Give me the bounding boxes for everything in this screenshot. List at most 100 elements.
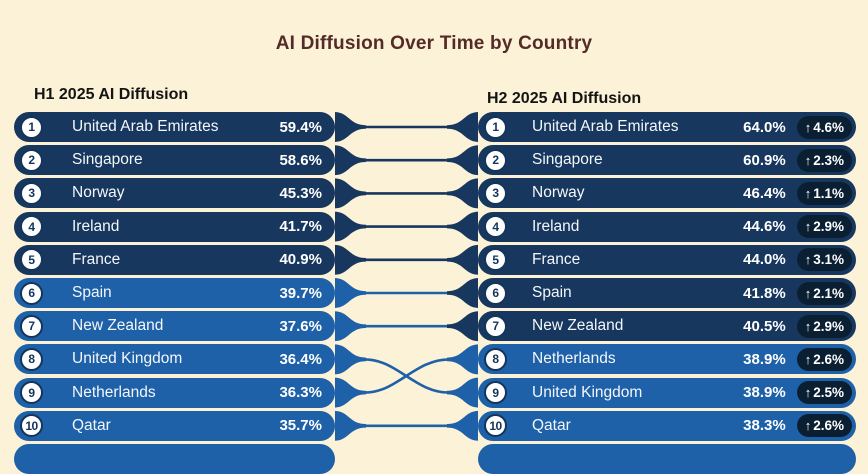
change-badge: ↑ 2.1% bbox=[796, 281, 852, 305]
change-label: 4.6% bbox=[813, 119, 844, 135]
connector-line bbox=[447, 311, 478, 342]
h2-rank-row: 1 United Arab Emirates 64.0% ↑ 4.6% bbox=[478, 112, 856, 142]
h2-rank-row: 6 Spain 41.8% ↑ 2.1% bbox=[478, 278, 856, 308]
value-label: 37.6% bbox=[279, 317, 322, 335]
change-badge: ↑ 1.1% bbox=[796, 181, 852, 205]
value-label: 36.4% bbox=[279, 350, 322, 368]
value-label: 60.9% bbox=[743, 151, 786, 169]
rank-badge: 6 bbox=[484, 281, 507, 305]
country-label: Netherlands bbox=[532, 350, 616, 368]
connector-line bbox=[447, 112, 478, 142]
clipped-row bbox=[14, 444, 335, 474]
rank-badge: 4 bbox=[20, 215, 43, 239]
country-label: Norway bbox=[72, 184, 125, 202]
change-badge: ↑ 2.6% bbox=[796, 414, 852, 438]
change-label: 2.3% bbox=[813, 152, 844, 168]
connector-line bbox=[335, 178, 366, 209]
rank-badge: 8 bbox=[20, 347, 43, 371]
country-label: Netherlands bbox=[72, 383, 156, 401]
country-label: United Arab Emirates bbox=[72, 118, 219, 135]
h1-rank-row: 8 United Kingdom 36.4% bbox=[14, 344, 335, 375]
value-label: 35.7% bbox=[279, 417, 322, 435]
connector-line bbox=[335, 211, 366, 242]
connector-line bbox=[335, 377, 366, 408]
country-label: New Zealand bbox=[72, 317, 164, 335]
country-label: France bbox=[72, 250, 121, 268]
rank-badge: 8 bbox=[484, 347, 507, 371]
rank-badge: 3 bbox=[20, 181, 43, 205]
value-label: 38.9% bbox=[743, 384, 786, 402]
value-label: 59.4% bbox=[279, 118, 322, 136]
clipped-row bbox=[478, 444, 856, 474]
connector-line bbox=[447, 145, 478, 176]
h2-rank-row: 9 United Kingdom 38.9% ↑ 2.5% bbox=[478, 377, 856, 408]
country-label: Ireland bbox=[532, 217, 580, 235]
rank-badge: 1 bbox=[484, 115, 507, 139]
h2-rank-row: 5 France 44.0% ↑ 3.1% bbox=[478, 244, 856, 275]
country-label: Qatar bbox=[72, 416, 111, 434]
value-label: 38.9% bbox=[743, 350, 786, 368]
connector-line bbox=[335, 278, 366, 308]
rank-badge: 5 bbox=[484, 248, 507, 272]
h1-rank-row: 9 Netherlands 36.3% bbox=[14, 377, 335, 408]
change-label: 1.1% bbox=[813, 185, 844, 201]
h2-rank-row: 2 Singapore 60.9% ↑ 2.3% bbox=[478, 145, 856, 176]
h2-rank-row: 8 Netherlands 38.9% ↑ 2.6% bbox=[478, 344, 856, 375]
change-label: 2.9% bbox=[813, 219, 844, 235]
connector-line bbox=[447, 278, 478, 308]
change-label: 2.5% bbox=[813, 385, 844, 401]
country-label: Singapore bbox=[72, 151, 143, 169]
up-arrow-icon: ↑ bbox=[804, 285, 812, 301]
connector-line bbox=[447, 410, 478, 441]
h1-rank-row: 5 France 40.9% bbox=[14, 244, 335, 275]
rank-badge: 4 bbox=[484, 215, 507, 239]
value-label: 44.0% bbox=[743, 251, 786, 269]
connector-line bbox=[335, 112, 366, 142]
value-label: 40.9% bbox=[279, 251, 322, 269]
up-arrow-icon: ↑ bbox=[804, 385, 812, 401]
rank-badge: 7 bbox=[484, 314, 507, 338]
change-badge: ↑ 2.9% bbox=[796, 314, 852, 338]
rank-badge: 9 bbox=[20, 381, 43, 405]
change-badge: ↑ 3.1% bbox=[796, 248, 852, 272]
change-badge: ↑ 2.3% bbox=[796, 148, 852, 172]
country-label: United Kingdom bbox=[532, 383, 643, 401]
up-arrow-icon: ↑ bbox=[804, 119, 812, 135]
connector-line bbox=[447, 211, 478, 242]
connector-line bbox=[447, 344, 478, 375]
h2-rank-row: 7 New Zealand 40.5% ↑ 2.9% bbox=[478, 311, 856, 342]
connector-line bbox=[364, 358, 450, 394]
change-label: 2.9% bbox=[813, 318, 844, 334]
change-badge: ↑ 2.9% bbox=[796, 215, 852, 239]
country-label: United Arab Emirates bbox=[532, 118, 679, 135]
value-label: 58.6% bbox=[279, 151, 322, 169]
value-label: 41.7% bbox=[279, 218, 322, 236]
connector-line bbox=[335, 311, 366, 342]
change-label: 3.1% bbox=[813, 252, 844, 268]
country-label: Spain bbox=[72, 284, 112, 301]
rank-badge: 9 bbox=[484, 381, 507, 405]
country-label: France bbox=[532, 250, 581, 268]
value-label: 39.7% bbox=[279, 284, 322, 302]
h1-rank-row: 4 Ireland 41.7% bbox=[14, 211, 335, 242]
change-badge: ↑ 4.6% bbox=[796, 115, 852, 139]
rank-badge: 1 bbox=[20, 115, 43, 139]
connector-line bbox=[447, 377, 478, 408]
h1-rank-row: 2 Singapore 58.6% bbox=[14, 145, 335, 176]
connector-line bbox=[335, 410, 366, 441]
h1-rank-row: 6 Spain 39.7% bbox=[14, 278, 335, 308]
value-label: 41.8% bbox=[743, 284, 786, 302]
page-title: AI Diffusion Over Time by Country bbox=[275, 33, 593, 54]
connector-line bbox=[447, 244, 478, 275]
h1-rank-row: 7 New Zealand 37.6% bbox=[14, 311, 335, 342]
h1-rank-row: 3 Norway 45.3% bbox=[14, 178, 335, 209]
country-label: Singapore bbox=[532, 151, 603, 169]
change-label: 2.6% bbox=[813, 418, 844, 434]
rank-connectors bbox=[335, 112, 478, 441]
rank-badge: 2 bbox=[20, 148, 43, 172]
value-label: 64.0% bbox=[743, 118, 786, 136]
up-arrow-icon: ↑ bbox=[804, 219, 812, 235]
h1-column-header: H1 2025 AI Diffusion bbox=[34, 86, 189, 103]
up-arrow-icon: ↑ bbox=[804, 185, 812, 201]
up-arrow-icon: ↑ bbox=[804, 252, 812, 268]
